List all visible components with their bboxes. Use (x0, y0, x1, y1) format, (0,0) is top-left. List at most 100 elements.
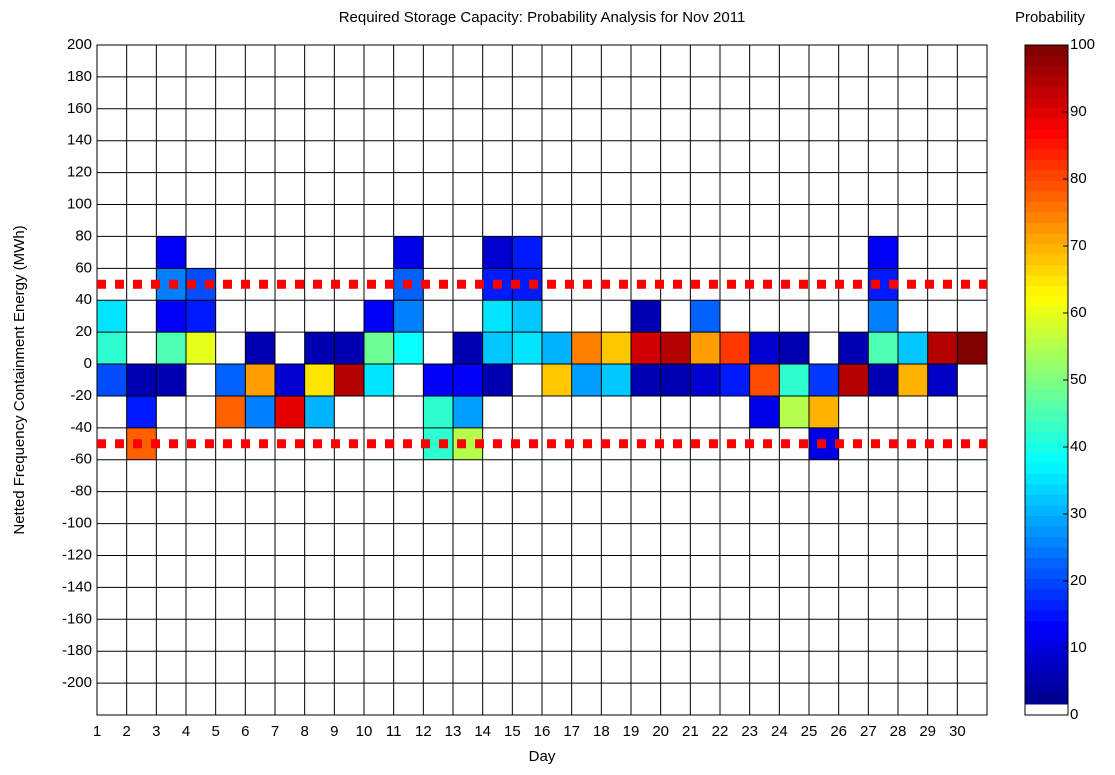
heatmap-cell (838, 332, 869, 365)
heatmap-cell (631, 364, 661, 396)
heatmap-cell (275, 300, 305, 333)
heatmap-cell (631, 395, 661, 428)
x-tick-label: 13 (445, 723, 462, 740)
y-tick-label: 100 (67, 195, 92, 212)
heatmap-cell (126, 332, 157, 365)
heatmap-cell (957, 332, 987, 365)
heatmap-cell (749, 236, 780, 269)
heatmap-cell (245, 364, 275, 396)
heatmap-cell (957, 364, 987, 396)
heatmap-cell (364, 395, 394, 428)
heatmap-cell (304, 364, 335, 396)
heatmap-cell (660, 236, 691, 269)
x-tick-label: 21 (682, 723, 699, 740)
heatmap-cell (720, 395, 750, 428)
heatmap-cell (868, 236, 898, 269)
heatmap-cell (660, 300, 691, 333)
heatmap-cell (957, 300, 987, 333)
x-tick-label: 9 (330, 723, 338, 740)
heatmap-cell (453, 364, 483, 396)
x-tick-label: 2 (122, 723, 130, 740)
heatmap-cell (749, 332, 780, 365)
colorbar-tick-label: 100 (1070, 36, 1095, 53)
heatmap-cell (97, 332, 127, 365)
heatmap-cell (660, 332, 691, 365)
y-tick-label: -20 (70, 387, 92, 404)
heatmap-cell (631, 300, 661, 333)
heatmap-cell (838, 236, 869, 269)
heatmap-cell (927, 300, 958, 333)
x-tick-label: 16 (534, 723, 551, 740)
heatmap-cell (97, 364, 127, 396)
colorbar-tick-label: 10 (1070, 639, 1087, 656)
heatmap-cell (156, 236, 186, 269)
heatmap-cell (156, 395, 186, 428)
heatmap-cell (868, 300, 898, 333)
chart-title: Required Storage Capacity: Probability A… (339, 9, 746, 26)
heatmap-cell (245, 395, 275, 428)
x-tick-label: 25 (801, 723, 818, 740)
heatmap-cell (393, 236, 424, 269)
x-tick-label: 22 (712, 723, 729, 740)
y-tick-label: 160 (67, 100, 92, 117)
x-tick-label: 15 (504, 723, 521, 740)
x-tick-label: 27 (860, 723, 877, 740)
x-tick-label: 29 (919, 723, 936, 740)
y-tick-label: 20 (75, 323, 92, 340)
heatmap-cell (631, 236, 661, 269)
x-tick-label: 20 (652, 723, 669, 740)
colorbar-tick-label: 80 (1070, 170, 1087, 187)
y-tick-label: -80 (70, 483, 92, 500)
y-tick-label: 0 (84, 355, 92, 372)
heatmap-cell (571, 395, 602, 428)
heatmap-cell (186, 364, 216, 396)
colorbar-label: Probability (1015, 9, 1086, 26)
colorbar-tick-label: 60 (1070, 304, 1087, 321)
colorbar-tick-label: 70 (1070, 237, 1087, 254)
heatmap-cell (927, 364, 958, 396)
x-tick-label: 10 (356, 723, 373, 740)
y-tick-label: -60 (70, 451, 92, 468)
colorbar-tick-label: 90 (1070, 103, 1087, 120)
heatmap-cell (779, 332, 809, 365)
heatmap-cell (186, 395, 216, 428)
heatmap-cell (334, 236, 364, 269)
heatmap-cell (215, 300, 246, 333)
heatmap-cell (245, 236, 275, 269)
heatmap-cell (720, 236, 750, 269)
heatmap-cell (453, 300, 483, 333)
heatmap-cell (542, 300, 572, 333)
y-tick-label: 140 (67, 132, 92, 149)
heatmap-cell (334, 332, 364, 365)
heatmap-cell (126, 236, 157, 269)
x-tick-label: 11 (386, 723, 402, 740)
heatmap-cell (393, 364, 424, 396)
heatmap-cell (482, 300, 513, 333)
heatmap-cell (809, 332, 839, 365)
heatmap-cell (720, 300, 750, 333)
heatmap-cell (571, 364, 602, 396)
x-tick-label: 24 (771, 723, 788, 740)
heatmap-cell (779, 364, 809, 396)
heatmap-cell (275, 395, 305, 428)
heatmap-cell (364, 332, 394, 365)
heatmap-cell (779, 236, 809, 269)
heatmap-cell (542, 364, 572, 396)
colorbar (1024, 44, 1069, 716)
heatmap-cell (779, 395, 809, 428)
heatmap-cell (749, 364, 780, 396)
heatmap-cell (393, 332, 424, 365)
heatmap-cell (186, 236, 216, 269)
heatmap-cell (423, 395, 453, 428)
heatmap-cell (868, 395, 898, 428)
heatmap-cell (690, 395, 720, 428)
heatmap-cell (423, 236, 453, 269)
heatmap-cell (453, 236, 483, 269)
heatmap-cell (838, 364, 869, 396)
x-tick-label: 30 (949, 723, 966, 740)
y-tick-label: 180 (67, 68, 92, 85)
heatmap-cell (690, 236, 720, 269)
heatmap-cell (838, 395, 869, 428)
heatmap-cell (809, 300, 839, 333)
